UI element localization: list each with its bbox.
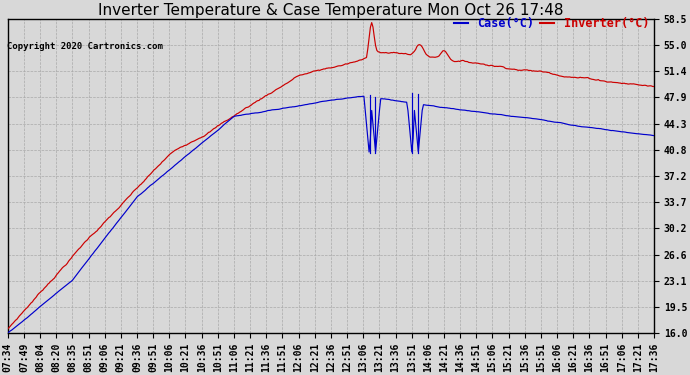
Legend: Case(°C), Inverter(°C): Case(°C), Inverter(°C) xyxy=(449,13,654,35)
Text: Copyright 2020 Cartronics.com: Copyright 2020 Cartronics.com xyxy=(7,42,163,51)
Title: Inverter Temperature & Case Temperature Mon Oct 26 17:48: Inverter Temperature & Case Temperature … xyxy=(98,3,564,18)
